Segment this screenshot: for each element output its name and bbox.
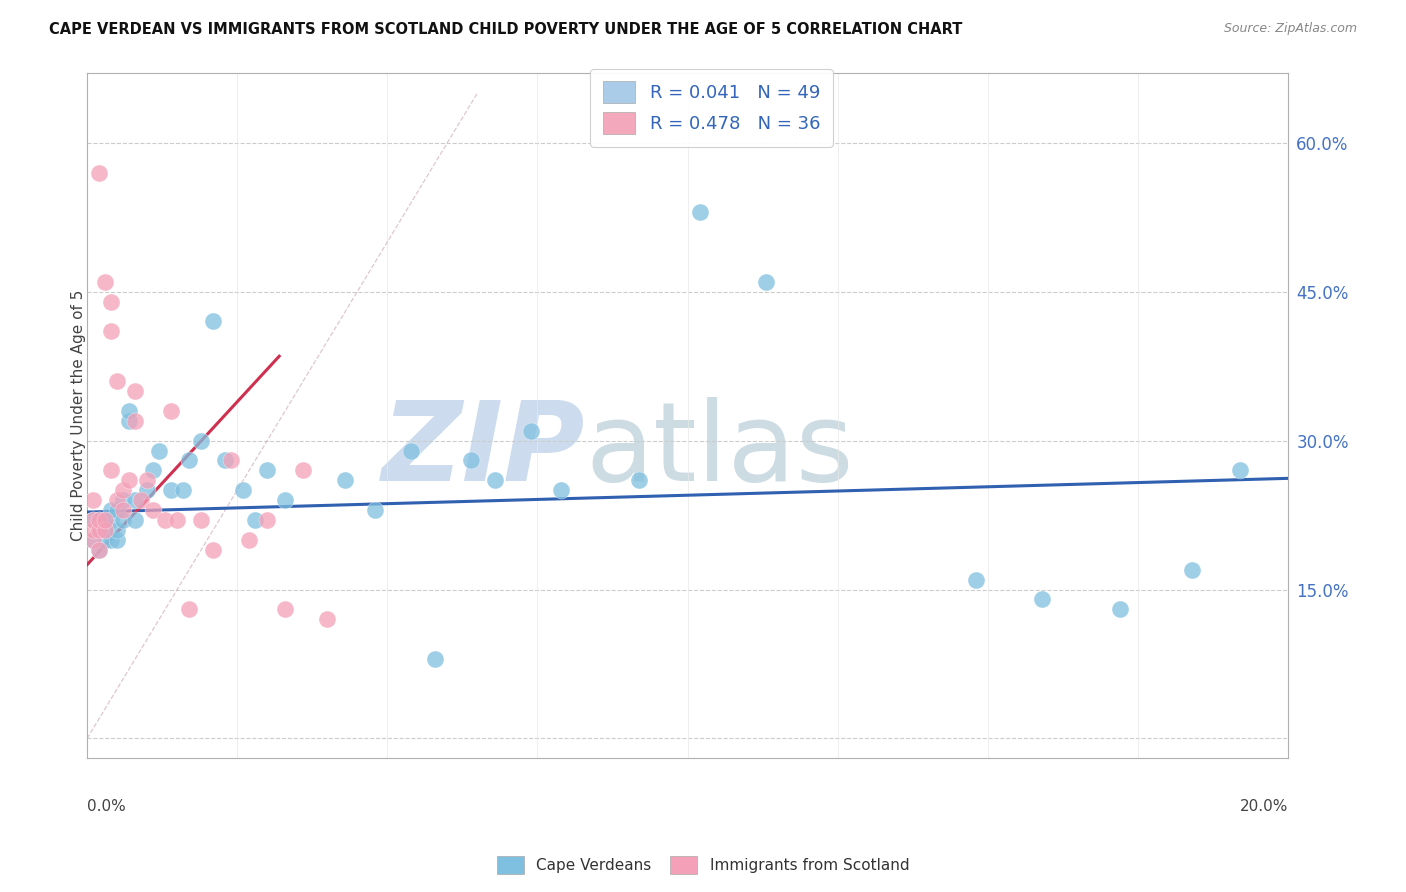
Point <box>274 493 297 508</box>
Point <box>100 503 122 517</box>
Point <box>100 325 122 339</box>
Point <box>520 424 543 438</box>
Point <box>105 533 128 547</box>
Point <box>129 493 152 508</box>
Point <box>124 384 146 398</box>
Point <box>1229 463 1251 477</box>
Point <box>172 483 194 498</box>
Point <box>148 443 170 458</box>
Point <box>179 602 201 616</box>
Point <box>292 463 315 477</box>
Point <box>245 513 267 527</box>
Point <box>118 473 141 487</box>
Point <box>87 513 110 527</box>
Point <box>1108 602 1130 616</box>
Point <box>118 414 141 428</box>
Point <box>112 483 135 498</box>
Point <box>112 513 135 527</box>
Point <box>105 493 128 508</box>
Point <box>94 275 117 289</box>
Point <box>105 503 128 517</box>
Point <box>232 483 254 498</box>
Point <box>335 473 357 487</box>
Point <box>124 493 146 508</box>
Point <box>965 573 987 587</box>
Point <box>550 483 572 498</box>
Point <box>82 533 104 547</box>
Point <box>118 404 141 418</box>
Point <box>87 542 110 557</box>
Legend: Cape Verdeans, Immigrants from Scotland: Cape Verdeans, Immigrants from Scotland <box>491 850 915 880</box>
Point <box>100 463 122 477</box>
Point <box>94 523 117 537</box>
Point <box>1031 592 1053 607</box>
Point <box>124 414 146 428</box>
Point <box>82 513 104 527</box>
Text: CAPE VERDEAN VS IMMIGRANTS FROM SCOTLAND CHILD POVERTY UNDER THE AGE OF 5 CORREL: CAPE VERDEAN VS IMMIGRANTS FROM SCOTLAND… <box>49 22 963 37</box>
Text: ZIP: ZIP <box>382 397 585 504</box>
Point <box>160 483 183 498</box>
Point <box>256 463 278 477</box>
Point <box>112 503 135 517</box>
Point <box>202 314 225 328</box>
Point <box>82 523 104 537</box>
Point <box>100 533 122 547</box>
Point <box>94 513 117 527</box>
Text: atlas: atlas <box>585 397 853 504</box>
Point <box>82 513 104 527</box>
Point <box>94 533 117 547</box>
Point <box>87 523 110 537</box>
Point <box>628 473 651 487</box>
Point <box>94 523 117 537</box>
Point <box>401 443 423 458</box>
Point <box>87 513 110 527</box>
Point <box>460 453 482 467</box>
Point <box>316 612 339 626</box>
Point <box>689 205 711 219</box>
Point <box>1181 563 1204 577</box>
Point <box>136 483 159 498</box>
Point <box>755 275 778 289</box>
Text: 20.0%: 20.0% <box>1240 799 1288 814</box>
Point <box>87 542 110 557</box>
Text: Source: ZipAtlas.com: Source: ZipAtlas.com <box>1223 22 1357 36</box>
Point <box>256 513 278 527</box>
Point <box>82 493 104 508</box>
Point <box>219 453 242 467</box>
Point <box>87 523 110 537</box>
Point <box>214 453 236 467</box>
Point <box>179 453 201 467</box>
Point <box>142 463 165 477</box>
Point <box>190 513 212 527</box>
Point <box>105 374 128 388</box>
Point <box>124 513 146 527</box>
Point <box>105 523 128 537</box>
Point <box>274 602 297 616</box>
Legend: R = 0.041   N = 49, R = 0.478   N = 36: R = 0.041 N = 49, R = 0.478 N = 36 <box>591 69 832 147</box>
Point <box>160 404 183 418</box>
Point <box>87 165 110 179</box>
Point <box>100 513 122 527</box>
Text: 0.0%: 0.0% <box>87 799 125 814</box>
Point <box>153 513 176 527</box>
Point <box>484 473 506 487</box>
Point <box>166 513 188 527</box>
Point <box>190 434 212 448</box>
Point <box>142 503 165 517</box>
Point <box>112 493 135 508</box>
Point <box>100 294 122 309</box>
Point <box>82 533 104 547</box>
Y-axis label: Child Poverty Under the Age of 5: Child Poverty Under the Age of 5 <box>72 290 86 541</box>
Point <box>425 652 447 666</box>
Point <box>94 513 117 527</box>
Point <box>136 473 159 487</box>
Point <box>238 533 260 547</box>
Point <box>202 542 225 557</box>
Point <box>364 503 387 517</box>
